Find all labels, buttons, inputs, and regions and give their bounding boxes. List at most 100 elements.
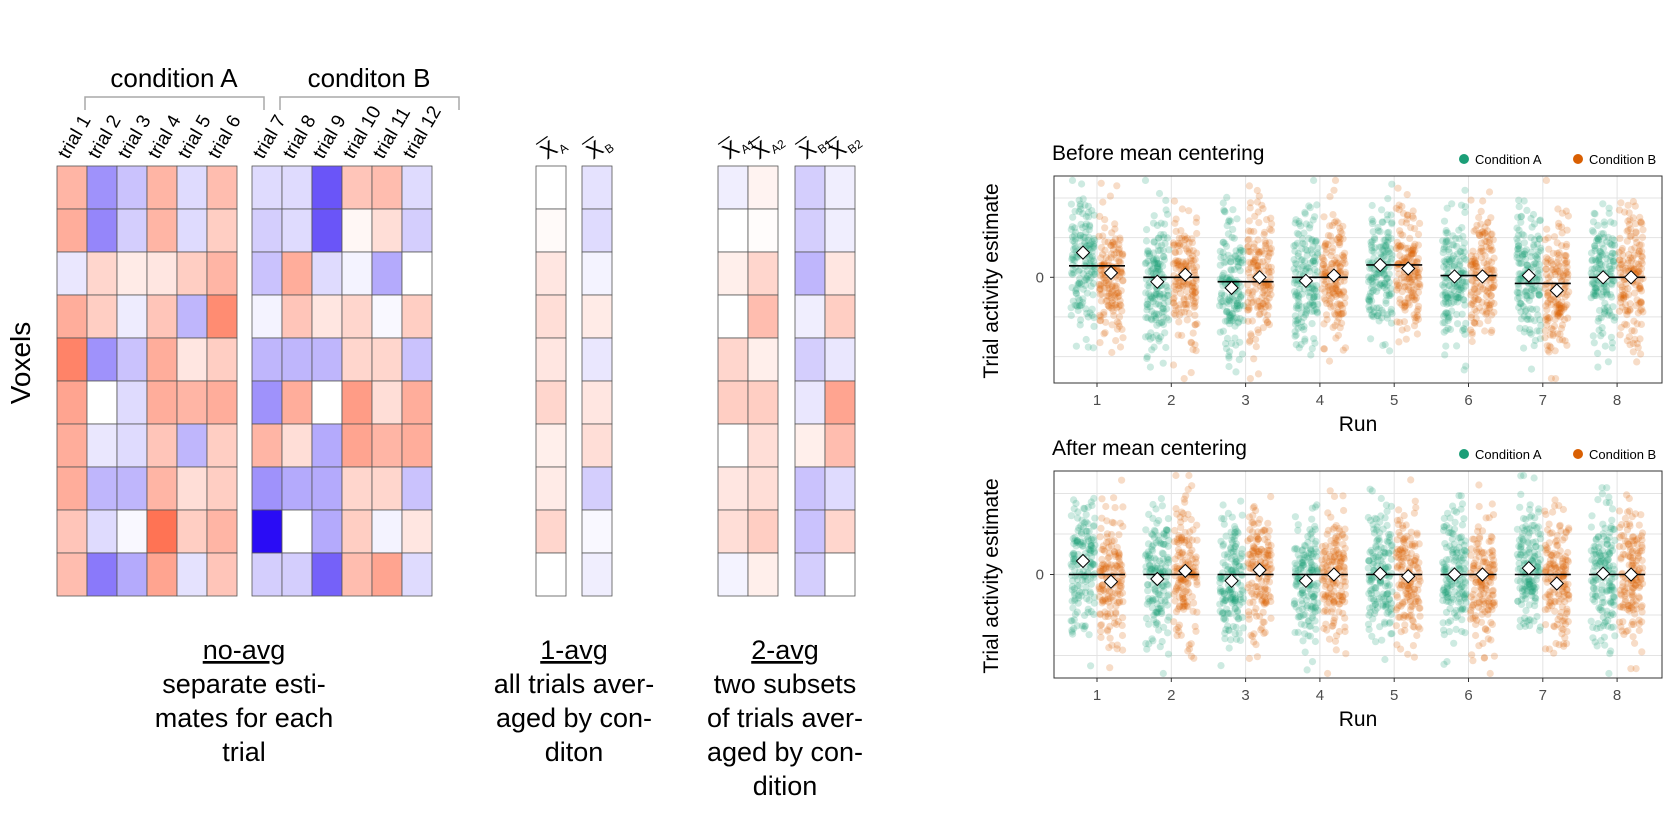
legend: Condition A Condition B [1459,152,1656,167]
data-point [1250,630,1258,638]
heatmap-cell [86,380,118,425]
data-point [1117,268,1125,276]
data-point [1261,279,1270,287]
data-point [1457,598,1465,606]
heatmap-cell [176,380,208,425]
data-point [1228,310,1236,318]
data-point [1149,297,1157,305]
data-point [1523,261,1531,270]
data-point [1264,318,1272,326]
data-point [1234,615,1242,623]
data-point [1266,284,1274,292]
data-point [1069,297,1077,305]
data-point [1071,537,1079,545]
data-point [1294,319,1302,327]
data-point [1171,249,1179,257]
data-point [1111,235,1119,243]
data-point [1332,539,1340,547]
heatmap-cell [747,380,779,425]
data-point [1185,278,1193,286]
data-point [1074,281,1082,289]
data-point [1153,264,1161,272]
data-point [1191,311,1199,319]
data-point [1327,303,1335,311]
data-point [1330,186,1338,194]
data-point [1233,215,1241,223]
data-point [1324,231,1332,240]
data-point [1086,588,1094,596]
data-point [1176,301,1184,309]
data-point [1442,576,1450,584]
data-point [1408,275,1416,283]
data-point [1294,291,1302,300]
heatmap-cell [311,423,343,468]
data-point [1308,307,1316,315]
data-point [1596,247,1605,256]
heatmap-cell [56,380,88,425]
data-point [1192,218,1200,226]
data-point [1227,313,1235,321]
heatmap-cell [311,509,343,554]
data-point [1257,302,1265,310]
data-point [1469,657,1477,665]
data-point [1616,331,1624,339]
data-point [1290,288,1299,296]
data-point [1067,512,1075,520]
data-point [1313,251,1322,259]
data-point [1332,311,1340,319]
data-point [1616,234,1624,242]
data-point [1181,236,1189,244]
data-point [1175,278,1183,286]
data-point [1397,645,1405,653]
data-point [1265,303,1273,311]
data-point [1101,329,1109,337]
data-point [1192,294,1200,302]
heatmap-cell [717,509,749,554]
heatmap-cell [176,165,208,210]
data-point [1295,315,1303,323]
data-point [1328,248,1336,256]
data-point [1253,297,1261,305]
data-point [1235,305,1243,313]
data-point [1330,619,1338,627]
data-point [1308,298,1316,307]
data-point [1290,279,1298,287]
heatmap-cell [146,208,178,253]
data-point [1113,325,1121,333]
data-point [1245,235,1253,243]
heatmap-cell [794,466,826,511]
data-point [1244,236,1252,244]
heatmap-cell [747,466,779,511]
data-point [1520,328,1528,336]
data-point [1252,285,1260,293]
data-point [1076,200,1084,208]
data-point [1071,238,1079,246]
data-point [1250,243,1258,251]
data-point [1070,245,1078,253]
data-point [1107,294,1115,302]
data-point [1192,283,1200,291]
data-point [1158,637,1166,646]
data-point [1230,302,1239,310]
data-point [1453,342,1461,350]
data-point [1476,304,1484,312]
heatmap-cell [401,251,433,296]
data-point [1298,290,1306,298]
data-point [1216,328,1224,336]
data-point [1228,293,1236,301]
data-point [1372,515,1381,523]
data-point [1191,341,1199,349]
data-point [1254,370,1263,378]
data-point [1252,343,1260,351]
data-point [1415,274,1423,282]
data-point [1219,540,1228,549]
data-point [1071,595,1079,603]
heatmap-cell [281,380,313,425]
data-point [1187,257,1195,265]
data-point [1192,347,1200,355]
data-point [1233,302,1241,310]
data-point [1148,272,1156,280]
data-point [1412,504,1420,512]
data-point [1472,631,1480,640]
data-point [1081,237,1089,246]
